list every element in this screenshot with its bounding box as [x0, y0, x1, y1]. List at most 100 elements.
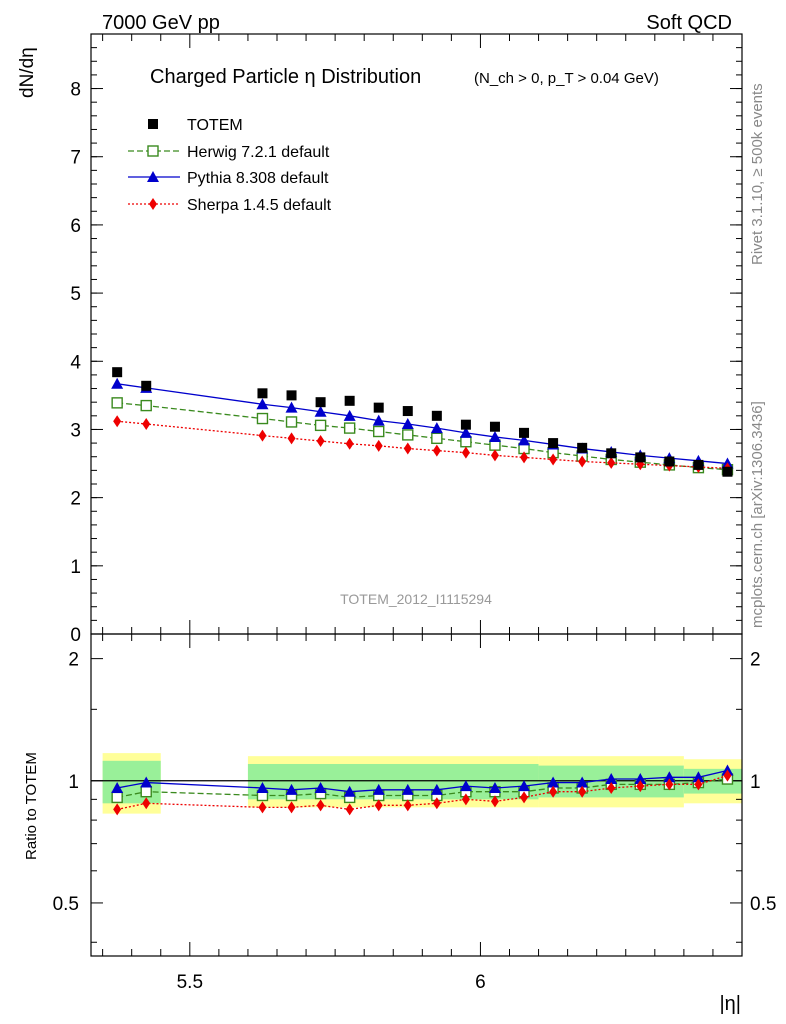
data-point [372, 414, 385, 426]
ratio-point [430, 783, 443, 795]
ratio-point [401, 783, 414, 795]
ratio-tick-label: 1 [68, 772, 79, 793]
ratio-point [576, 776, 589, 788]
chart-title-text: Charged Particle η Distribution [150, 66, 421, 88]
legend-entry: TOTEM [187, 117, 243, 134]
inner-band [102, 760, 161, 804]
totem-point [286, 390, 297, 401]
data-point [460, 436, 472, 448]
ratio-tick-label: 2 [68, 650, 79, 671]
analysis-label: TOTEM_2012_I1115294 [340, 591, 492, 607]
y-tick-label: 6 [70, 216, 81, 237]
data-point [140, 399, 152, 412]
ratio-point [372, 783, 385, 795]
data-point [490, 449, 499, 462]
ratio-point [343, 785, 356, 797]
data-point [374, 439, 383, 452]
data-point [518, 434, 531, 446]
legend-marker [149, 198, 157, 210]
data-point [343, 422, 356, 434]
ratio-point [605, 773, 618, 785]
legend-marker [147, 145, 159, 157]
ratio-point [665, 778, 674, 791]
mcplots-label: mcplots.cern.ch [arXiv:1306.3436] [749, 401, 766, 628]
totem-point [257, 388, 268, 399]
y-tick-label: 0 [70, 625, 81, 646]
data-point [111, 397, 123, 409]
axes-ticks: 0 1 2 3 4 5 6 7 8 0.5 0.5 1 1 2 2 5.5 6 [53, 33, 776, 993]
x-tick-label: 6 [475, 972, 486, 993]
data-point [549, 453, 558, 466]
ratio-point [459, 780, 472, 792]
ratio-point [692, 771, 705, 783]
totem-point [722, 466, 733, 477]
ratio-point [578, 785, 587, 798]
data-point [578, 455, 587, 468]
ratio-point [113, 803, 122, 816]
y-tick-label: 1 [70, 557, 81, 578]
legend-marker [147, 171, 159, 182]
series-line-Pythia 8.308 default [117, 383, 728, 465]
totem-point [606, 448, 617, 459]
legend-entry: Herwig 7.2.1 default [187, 144, 330, 161]
data-point [343, 409, 356, 421]
data-point [520, 451, 529, 464]
legend-marker [148, 119, 158, 129]
data-point [402, 429, 414, 441]
ratio-point [520, 791, 529, 804]
ratio-point [549, 785, 558, 798]
ratio-point [488, 781, 501, 793]
y-tick-label: 7 [70, 148, 81, 169]
ratio-point [111, 791, 123, 804]
ratio-point [258, 801, 267, 814]
ratio-point [547, 776, 560, 788]
data-point [401, 418, 414, 429]
ratio-point [256, 781, 269, 793]
data-point [403, 442, 412, 455]
ratio-point [287, 801, 296, 814]
ratio-point [636, 780, 645, 793]
data-point [285, 401, 298, 413]
data-point [258, 429, 267, 442]
ratio-tick-label-right: 1 [750, 772, 761, 793]
y-tick-label: 2 [70, 489, 81, 510]
ratio-point [374, 799, 383, 812]
data-point [459, 426, 472, 438]
ratio-point [403, 799, 412, 812]
totem-point [112, 367, 123, 378]
title-cuts: (N_ch > 0, p_T > 0.04 GeV) [474, 70, 659, 87]
totem-point [315, 397, 326, 408]
data-point [431, 432, 443, 445]
totem-point [693, 459, 704, 470]
series-layer [111, 367, 734, 816]
data-point [488, 430, 501, 442]
ratio-point [345, 803, 354, 816]
x-axis-label: |η| [719, 993, 741, 1015]
totem-point [635, 452, 646, 463]
x-tick-label: 5.5 [177, 972, 203, 993]
data-point [461, 446, 470, 459]
chart-title-cuts: (N_ch > 0, p_T > 0.04 GeV) [474, 70, 659, 87]
legend-entry: Pythia 8.308 default [187, 170, 329, 187]
ratio-point [140, 776, 153, 788]
ratio-point [140, 785, 152, 798]
ratio-point [607, 781, 616, 794]
data-point [285, 416, 298, 428]
data-point [142, 418, 151, 430]
y-tick-label: 4 [70, 352, 81, 373]
y-tick-label: 8 [70, 80, 81, 101]
totem-point [460, 419, 471, 430]
ratio-point [723, 769, 732, 782]
totem-point [519, 427, 530, 438]
ratio-point [663, 771, 676, 783]
totem-point [373, 402, 384, 413]
totem-point [141, 380, 152, 391]
energy-label: 7000 GeV pp [102, 12, 220, 34]
data-point [256, 398, 269, 410]
data-point [111, 377, 124, 389]
ratio-point [518, 780, 531, 792]
totem-point [577, 442, 588, 453]
data-point [113, 415, 122, 428]
data-point [287, 432, 296, 445]
